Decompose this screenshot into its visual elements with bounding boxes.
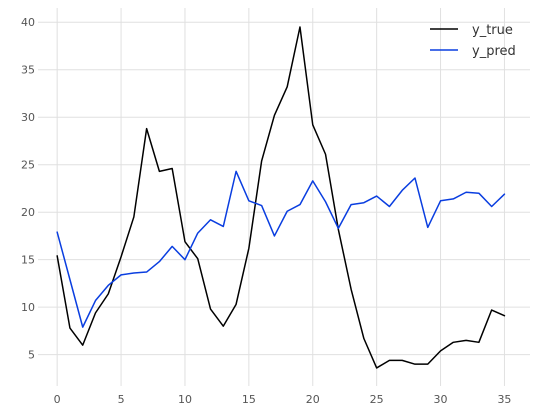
y-tick-label: 20 xyxy=(21,206,35,219)
y-tick-label: 10 xyxy=(21,301,35,314)
legend: y_true y_pred xyxy=(430,23,516,59)
x-tick-label: 15 xyxy=(242,393,256,406)
y-tick-label: 15 xyxy=(21,254,35,267)
y-axis: 5 10 15 20 25 30 35 40 xyxy=(21,16,35,361)
series-layer xyxy=(56,26,506,369)
legend-label-y-pred: y_pred xyxy=(472,44,516,59)
x-tick-label: 0 xyxy=(54,393,61,406)
x-tick-label: 20 xyxy=(306,393,320,406)
x-tick-label: 10 xyxy=(178,393,192,406)
y-tick-label: 30 xyxy=(21,111,35,124)
x-tick-label: 5 xyxy=(118,393,125,406)
x-tick-label: 35 xyxy=(497,393,511,406)
series-line-y-pred xyxy=(56,170,506,328)
series-line-y-true xyxy=(56,26,506,369)
x-axis: 0 5 10 15 20 25 30 35 xyxy=(54,393,512,406)
x-tick-label: 25 xyxy=(370,393,384,406)
y-tick-label: 40 xyxy=(21,16,35,29)
legend-label-y-true: y_true xyxy=(472,23,513,38)
y-tick-label: 25 xyxy=(21,159,35,172)
x-tick-label: 30 xyxy=(434,393,448,406)
y-tick-label: 5 xyxy=(28,349,35,362)
y-tick-label: 35 xyxy=(21,64,35,77)
